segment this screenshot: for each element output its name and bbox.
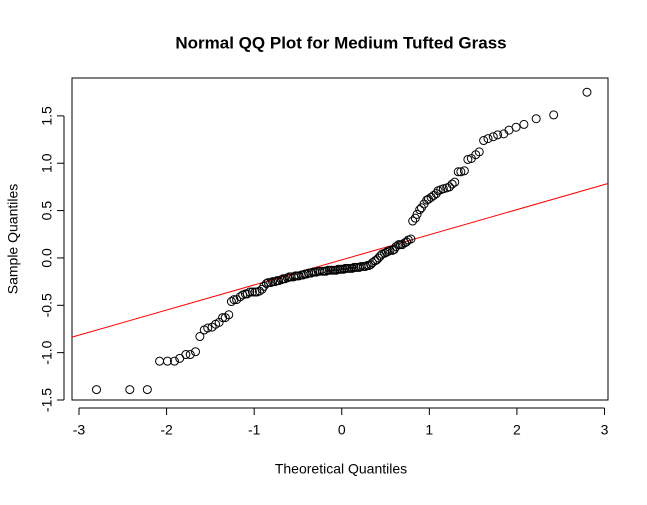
point [438,184,448,194]
point [331,265,341,275]
point [195,332,205,342]
x-axis-title: Theoretical Quantiles [275,461,407,477]
y-tick-label: -1.5 [39,388,55,412]
point [422,195,432,205]
point [276,275,286,285]
point [268,277,278,287]
point [92,385,102,395]
point [582,87,592,97]
point [142,385,152,395]
point [169,356,179,366]
point [263,278,273,288]
point [306,268,316,278]
y-tick-label: 0.5 [39,201,55,221]
point [549,110,559,120]
x-tick-label: 0 [338,422,346,438]
point [367,258,377,268]
point [125,385,135,395]
point [391,242,401,252]
point [347,263,357,273]
point [453,167,463,177]
point [483,134,493,144]
point [479,136,489,146]
point [397,240,407,250]
point [247,287,257,297]
reference-line [71,183,609,338]
y-axis-title: Sample Quantiles [5,184,21,295]
point [270,277,280,287]
point [203,323,213,333]
point [519,119,529,129]
point [493,130,503,140]
y-tick-label: 1.5 [39,106,55,126]
x-tick-label: 1 [425,422,433,438]
x-tick-label: 3 [601,422,609,438]
point [185,350,195,360]
point [450,177,460,187]
point [474,147,484,157]
point [488,132,498,142]
point [531,114,541,124]
y-tick-label: -0.5 [39,293,55,317]
plot-frame [71,77,609,401]
point [463,154,473,164]
x-tick-label: -2 [160,422,173,438]
point [321,266,331,276]
point [415,205,425,215]
point [190,347,200,357]
point [245,287,255,297]
chart-title: Normal QQ Plot for Medium Tufted Grass [175,33,506,52]
point [360,261,370,271]
point [224,310,234,320]
y-tick-label: 0.0 [39,248,55,268]
point [229,295,239,305]
point [447,179,457,189]
point [408,216,418,226]
point [261,279,271,289]
point [402,237,412,247]
point [257,284,267,294]
point [406,234,416,244]
point [456,167,466,177]
point [444,182,454,192]
point [339,264,349,274]
point [412,209,422,219]
point [511,122,521,132]
point [383,246,393,256]
point [181,350,191,360]
x-tick-label: 2 [513,422,521,438]
x-tick-label: -1 [248,422,261,438]
point [226,297,236,307]
y-tick-label: 1.0 [39,153,55,173]
point [162,356,172,366]
point [459,166,469,176]
point [218,313,228,323]
y-tick-label: -1.0 [39,340,55,364]
x-tick-label: -3 [73,422,86,438]
